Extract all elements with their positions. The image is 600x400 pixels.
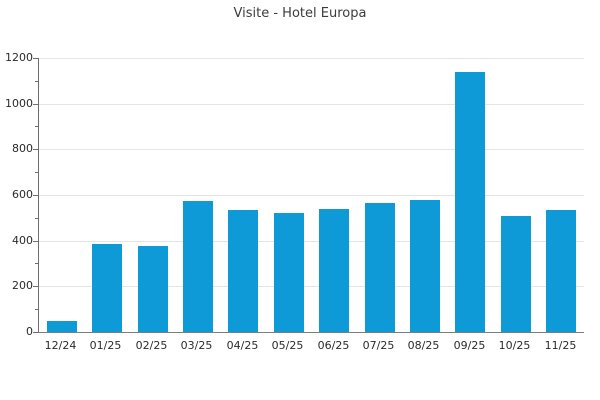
y-axis-major-tick: [33, 195, 38, 196]
x-axis-tick-label: 04/25: [226, 339, 259, 352]
y-axis-major-tick: [33, 286, 38, 287]
bar: [47, 321, 77, 332]
grid-line: [39, 286, 584, 287]
x-axis-tick-label: 10/25: [498, 339, 531, 352]
grid-line: [39, 149, 584, 150]
y-axis-tick-label: 1200: [5, 51, 33, 64]
x-axis-tick-label: 03/25: [180, 339, 213, 352]
y-axis-minor-tick: [35, 81, 38, 82]
bar: [274, 213, 304, 332]
bar: [365, 203, 395, 332]
grid-line: [39, 58, 584, 59]
y-axis-major-tick: [33, 241, 38, 242]
x-axis-tick-label: 06/25: [317, 339, 350, 352]
y-axis-major-tick: [33, 58, 38, 59]
x-axis-tick-label: 07/25: [362, 339, 395, 352]
bar: [138, 246, 168, 332]
bar: [455, 72, 485, 332]
bar: [228, 210, 258, 332]
x-axis-tick-label: 09/25: [453, 339, 486, 352]
bar: [410, 200, 440, 332]
y-axis-minor-tick: [35, 126, 38, 127]
grid-line: [39, 104, 584, 105]
y-axis-minor-tick: [35, 309, 38, 310]
y-axis-tick-label: 0: [26, 325, 33, 338]
y-axis-major-tick: [33, 332, 38, 333]
y-axis-tick-label: 400: [12, 234, 33, 247]
bar: [546, 210, 576, 332]
x-axis-tick-label: 08/25: [407, 339, 440, 352]
y-axis-minor-tick: [35, 218, 38, 219]
plot-area: [38, 58, 584, 333]
grid-line: [39, 195, 584, 196]
y-axis-tick-label: 200: [12, 279, 33, 292]
bar: [183, 201, 213, 332]
x-axis-tick-label: 01/25: [89, 339, 122, 352]
chart-title: Visite - Hotel Europa: [233, 6, 367, 21]
x-axis-tick-label: 11/25: [544, 339, 577, 352]
y-axis-major-tick: [33, 104, 38, 105]
x-axis-tick-label: 12/24: [44, 339, 77, 352]
x-axis-tick-label: 02/25: [135, 339, 168, 352]
y-axis-minor-tick: [35, 263, 38, 264]
bar: [501, 216, 531, 332]
x-axis-tick-label: 05/25: [271, 339, 304, 352]
grid-line: [39, 241, 584, 242]
bar: [92, 244, 122, 332]
y-axis-major-tick: [33, 149, 38, 150]
y-axis-tick-label: 800: [12, 142, 33, 155]
bar: [319, 209, 349, 332]
y-axis-tick-label: 1000: [5, 97, 33, 110]
y-axis-minor-tick: [35, 172, 38, 173]
y-axis-tick-label: 600: [12, 188, 33, 201]
